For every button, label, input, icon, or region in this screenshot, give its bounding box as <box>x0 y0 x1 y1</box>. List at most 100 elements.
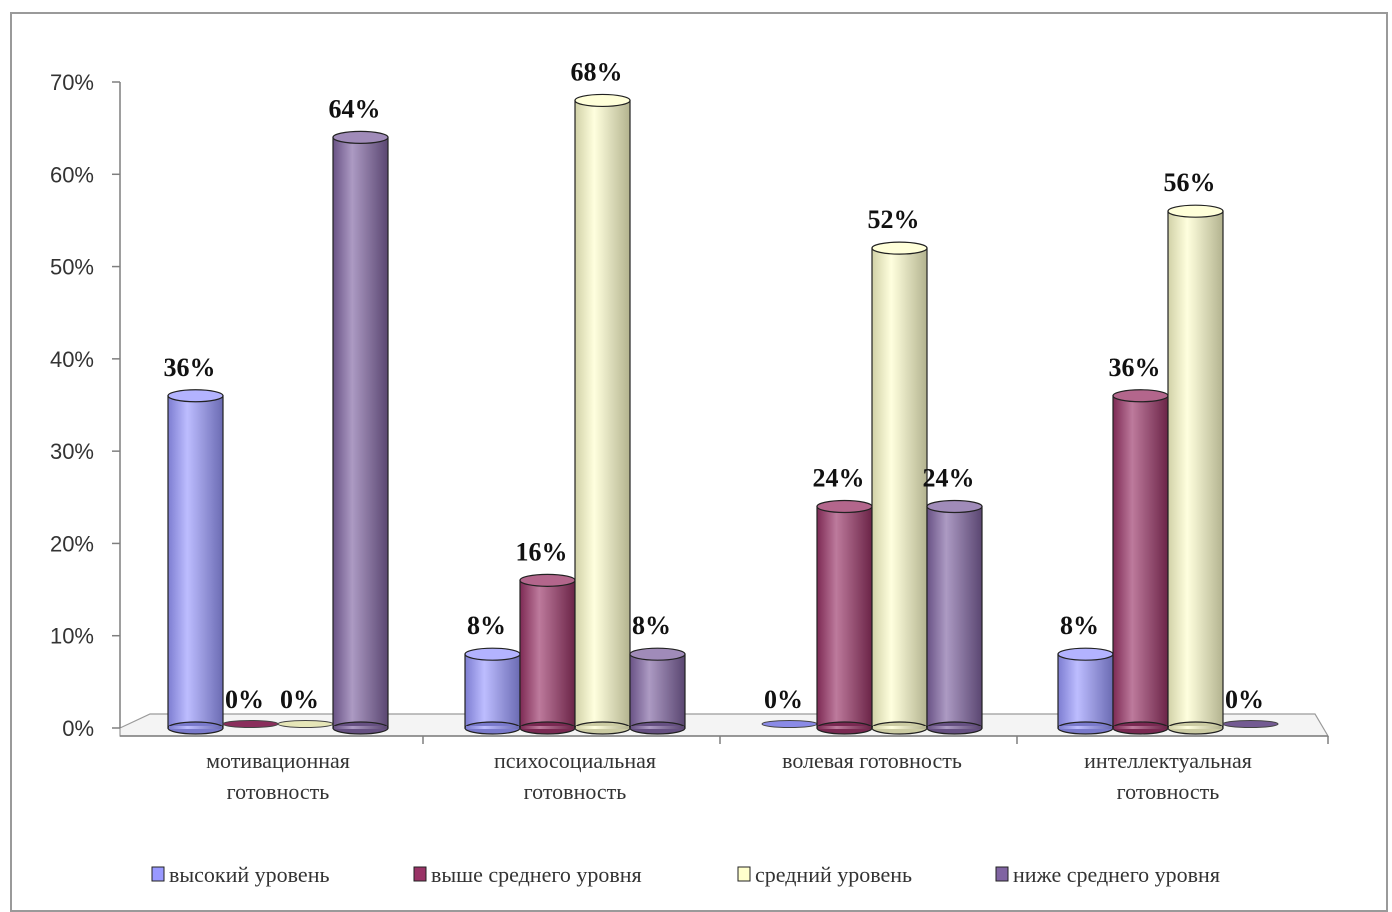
bar <box>519 573 576 735</box>
data-label: 8% <box>632 611 671 640</box>
bar <box>574 93 631 735</box>
data-label: 8% <box>1060 611 1099 640</box>
y-tick-label: 20% <box>50 531 94 556</box>
bar-body <box>629 653 686 729</box>
bar <box>761 720 818 728</box>
data-label: 0% <box>1225 685 1264 714</box>
bar-base-fill <box>818 726 871 729</box>
bar <box>1057 647 1114 735</box>
category-label: интеллектуальная <box>1084 748 1252 773</box>
bar-base-fill <box>1059 726 1112 729</box>
bar <box>222 720 279 728</box>
bar-top <box>926 499 983 514</box>
bar-top <box>519 573 576 587</box>
bar-top <box>332 130 389 144</box>
y-tick-label: 50% <box>50 255 94 280</box>
legend-swatch <box>413 866 427 882</box>
bar-body <box>1112 395 1169 729</box>
y-tick-label: 0% <box>62 716 94 741</box>
legend-swatch <box>995 866 1009 882</box>
bar <box>926 499 983 735</box>
data-label: 52% <box>868 205 920 234</box>
category-label: психосоциальная <box>494 748 656 773</box>
bar-body <box>1057 653 1114 729</box>
bar-body <box>332 136 389 729</box>
legend-item: ниже среднего уровня <box>995 862 1220 887</box>
bar <box>816 499 873 735</box>
category-label: готовность <box>227 779 330 804</box>
legend-swatch <box>737 866 751 882</box>
bar-top <box>574 93 631 108</box>
bar-base-fill <box>466 726 519 729</box>
bar-base-fill <box>1114 726 1167 729</box>
bar <box>629 647 686 735</box>
data-label: 0% <box>280 685 319 714</box>
bar-top <box>167 389 224 403</box>
bar <box>1112 389 1169 735</box>
legend-label: высокий уровень <box>169 862 330 887</box>
bar-body <box>816 505 873 729</box>
category-label: готовность <box>1117 779 1220 804</box>
legend-label: средний уровень <box>755 862 912 887</box>
legend-item: выше среднего уровня <box>413 862 642 887</box>
data-label: 0% <box>225 685 264 714</box>
bar-top <box>816 499 873 514</box>
bar-base-fill <box>928 726 981 729</box>
data-label: 24% <box>923 464 975 493</box>
category-label: волевая готовность <box>782 748 962 773</box>
legend-label: ниже среднего уровня <box>1013 862 1220 887</box>
y-tick-label: 30% <box>50 439 94 464</box>
data-label: 36% <box>164 353 216 382</box>
bar-top <box>871 241 928 255</box>
bar-top <box>1167 204 1224 218</box>
bar-top <box>464 647 521 661</box>
y-tick-label: 70% <box>50 70 94 95</box>
bar-top <box>1112 389 1169 403</box>
bar-base-fill <box>873 726 926 729</box>
y-tick-label: 40% <box>50 347 94 372</box>
bar-body <box>1167 210 1224 729</box>
data-label: 56% <box>1164 168 1216 197</box>
bar-base-fill <box>1169 726 1222 729</box>
bar-zero <box>277 720 334 728</box>
bar-zero <box>1222 720 1279 728</box>
legend-swatch <box>151 866 165 882</box>
bar-base-fill <box>521 726 574 729</box>
bar-body <box>871 247 928 729</box>
legend-label: выше среднего уровня <box>431 862 642 887</box>
bar-zero <box>222 720 279 728</box>
bar-base-fill <box>631 726 684 729</box>
bar <box>332 130 389 735</box>
bar <box>1167 204 1224 735</box>
bar <box>167 389 224 735</box>
y-tick-label: 60% <box>50 162 94 187</box>
bar <box>277 720 334 728</box>
bar-top <box>1057 647 1114 661</box>
bar-body <box>926 505 983 729</box>
bar-zero <box>761 720 818 728</box>
bar <box>1222 720 1279 728</box>
bar <box>464 647 521 735</box>
legend-item: средний уровень <box>737 862 912 887</box>
bar <box>871 241 928 735</box>
data-label: 0% <box>764 685 803 714</box>
category-label: мотивационная <box>206 748 350 773</box>
data-label: 24% <box>813 464 865 493</box>
y-tick-label: 10% <box>50 624 94 649</box>
data-label: 36% <box>1109 353 1161 382</box>
bar-body <box>167 395 224 729</box>
bar-body <box>464 653 521 729</box>
data-label: 64% <box>329 94 381 123</box>
bar-base-fill <box>334 726 387 729</box>
bar-body <box>574 99 631 729</box>
category-label: готовность <box>524 779 627 804</box>
bar-base-fill <box>576 726 629 729</box>
bar-base-fill <box>169 726 222 729</box>
data-label: 68% <box>571 57 623 86</box>
data-label: 8% <box>467 611 506 640</box>
bar-body <box>519 579 576 729</box>
chart-floor <box>119 713 1330 737</box>
legend-item: высокий уровень <box>151 862 330 887</box>
data-label: 16% <box>516 537 568 566</box>
